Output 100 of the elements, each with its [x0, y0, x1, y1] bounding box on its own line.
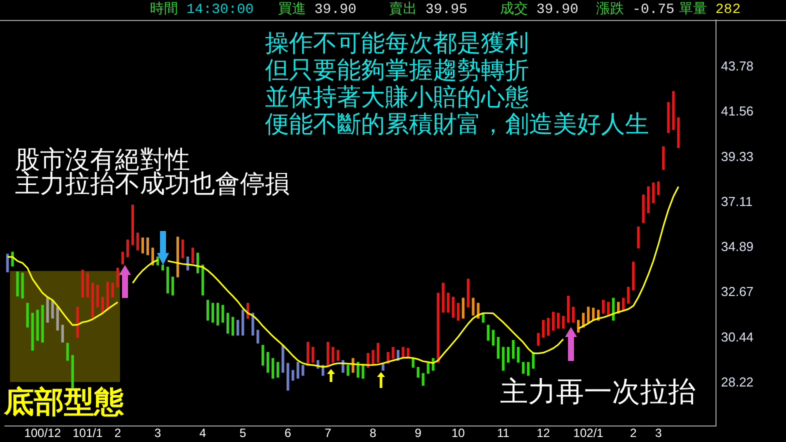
candlestick — [512, 340, 515, 359]
y-tick-label: 34.89 — [721, 239, 754, 254]
x-tick-label: 4 — [199, 426, 206, 440]
candlestick — [522, 362, 525, 374]
candlestick — [116, 268, 119, 288]
x-tick-label: 2 — [114, 426, 122, 440]
x-tick-label: 9 — [414, 426, 422, 440]
text: 成交 39.90 — [500, 2, 578, 18]
candlestick — [592, 308, 595, 321]
x-tick-label: 100/12 — [24, 426, 62, 440]
candlestick — [246, 302, 250, 319]
candlestick — [416, 367, 420, 378]
candlestick — [586, 306, 590, 323]
candlestick — [637, 226, 640, 248]
x-tick-label: 8 — [370, 426, 377, 440]
candlestick — [506, 346, 510, 363]
candlestick — [66, 342, 69, 361]
candlestick — [546, 318, 550, 336]
candlestick — [332, 346, 334, 363]
candlestick — [196, 252, 200, 274]
candlestick — [51, 300, 54, 319]
annotation: 便能不斷的累積財富，創造美好人生 — [265, 111, 649, 138]
annotation: 並保持著大賺小賠的心態 — [265, 84, 529, 111]
candlestick — [256, 330, 260, 344]
candlestick — [231, 316, 234, 336]
candlestick — [326, 342, 330, 366]
candlestick — [526, 362, 530, 376]
candlestick — [472, 298, 474, 316]
candlestick — [211, 302, 214, 323]
candlestick — [136, 232, 140, 250]
y-tick-label: 28.22 — [721, 374, 754, 390]
candlestick — [302, 364, 304, 376]
x-tick-label: 6 — [284, 426, 292, 440]
annotation: 主力拉抬不成功也會停損 — [15, 170, 290, 198]
y-tick-label: 41.56 — [721, 104, 754, 119]
candlestick — [336, 350, 340, 361]
candlestick — [111, 282, 114, 298]
text: 漲跌 -0.75 — [596, 2, 674, 18]
candlestick — [486, 324, 490, 341]
candlestick — [652, 182, 655, 204]
candlestick — [96, 284, 99, 308]
candlestick — [312, 346, 314, 363]
candlestick — [662, 146, 665, 170]
annotation: 主力再一次拉抬 — [500, 375, 696, 409]
candlestick — [562, 316, 565, 328]
candlestick — [536, 332, 540, 346]
candlestick — [502, 346, 505, 371]
annotation: 操作不可能每次都是獲利 — [265, 30, 529, 57]
candlestick — [496, 336, 500, 359]
candlestick — [226, 312, 230, 334]
x-tick-label: 7 — [324, 426, 332, 440]
x-tick-label: 101/1 — [72, 426, 103, 440]
y-tick-label: 43.78 — [721, 58, 754, 74]
candlestick — [56, 306, 59, 331]
x-tick-label: 3 — [154, 426, 162, 440]
candlestick — [141, 237, 144, 254]
candlestick — [572, 306, 575, 323]
text: 時間 14:30:00 — [150, 2, 254, 18]
candlestick — [296, 362, 300, 379]
candlestick — [181, 240, 184, 258]
text: 賣出 39.95 — [389, 2, 468, 18]
candlestick — [272, 358, 274, 379]
candlestick — [556, 312, 560, 328]
x-tick-label: 10 — [451, 426, 466, 440]
candlestick — [516, 346, 520, 363]
candlestick — [462, 298, 464, 319]
candlestick — [146, 237, 150, 256]
candlestick — [612, 298, 615, 321]
candlestick — [292, 370, 294, 381]
annotation: 但只要能夠掌握趨勢轉折 — [265, 57, 529, 84]
candlestick — [552, 312, 555, 331]
candlestick — [216, 302, 220, 326]
candlestick — [446, 292, 450, 313]
y-tick-label: 32.67 — [721, 284, 754, 300]
candlestick — [126, 240, 130, 258]
candlestick — [346, 364, 350, 376]
candlestick — [542, 320, 545, 338]
candlestick — [452, 296, 454, 318]
candlestick — [121, 252, 124, 264]
candlestick — [492, 330, 495, 346]
candlestick — [266, 352, 270, 373]
candlestick — [206, 300, 210, 321]
candlestick — [602, 300, 605, 314]
y-tick-label: 37.11 — [721, 194, 753, 210]
candlestick — [306, 342, 310, 366]
candlestick — [422, 372, 424, 386]
candlestick — [372, 350, 374, 366]
candlestick — [476, 302, 480, 319]
candlestick — [392, 346, 394, 359]
candlestick — [191, 248, 194, 264]
annotation: 底部型態 — [4, 385, 124, 421]
x-tick-label: 2 — [630, 426, 638, 440]
x-tick-label: 12 — [536, 426, 550, 440]
candlestick — [456, 302, 460, 321]
candlestick — [221, 304, 224, 323]
candlestick — [171, 276, 174, 296]
y-tick-label: 30.44 — [721, 329, 754, 344]
x-tick-label: 11 — [496, 426, 510, 440]
candlestick — [61, 324, 64, 342]
text: 單量 282 — [679, 2, 741, 18]
